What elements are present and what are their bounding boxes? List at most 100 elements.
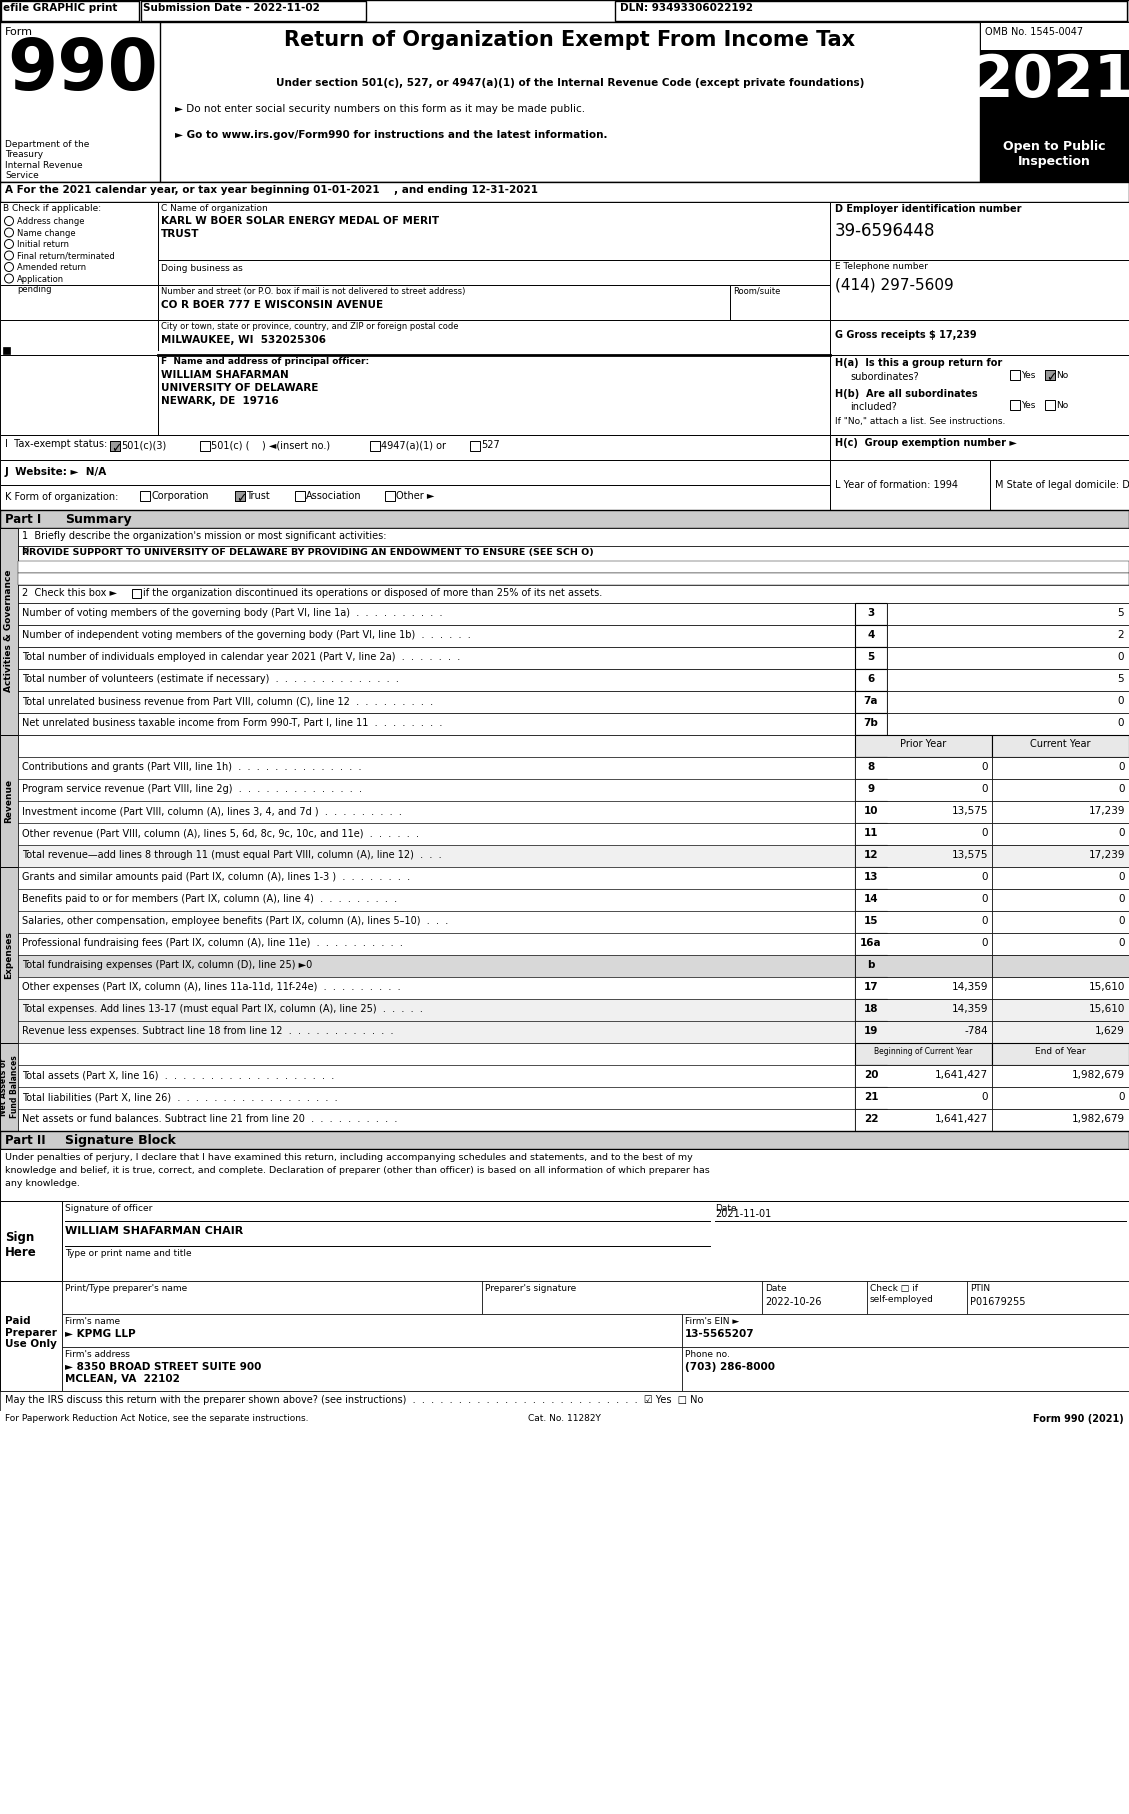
Bar [18,845,855,867]
Text: For Paperwork Reduction Act Notice, see the separate instructions.: For Paperwork Reduction Act Notice, see … [5,1413,308,1422]
Text: Address change: Address change [17,218,85,227]
Text: 0: 0 [981,1092,988,1101]
Bar [385,492,395,501]
Bar [830,201,1129,259]
Text: Total liabilities (Part X, line 26)  .  .  .  .  .  .  .  .  .  .  .  .  .  .  .: Total liabilities (Part X, line 26) . . … [21,1092,338,1101]
Bar [855,954,887,978]
Bar [855,669,887,691]
Text: PROVIDE SUPPORT TO UNIVERSITY OF DELAWARE BY PROVIDING AN ENDOWMENT TO ENSURE (S: PROVIDE SUPPORT TO UNIVERSITY OF DELAWAR… [21,548,594,557]
Bar [132,590,141,599]
Bar [158,201,830,259]
Text: Benefits paid to or for members (Part IX, column (A), line 4)  .  .  .  .  .  . : Benefits paid to or for members (Part IX… [21,894,397,903]
Text: 2022-10-26: 2022-10-26 [765,1297,822,1308]
Text: 0: 0 [1119,1092,1124,1101]
Text: subordinates?: subordinates? [850,372,919,383]
Bar [855,1108,992,1130]
Text: TRUST: TRUST [161,229,200,239]
Text: 10: 10 [864,805,878,816]
Text: 0: 0 [1119,916,1124,925]
Text: PTIN: PTIN [970,1284,990,1293]
Bar [992,802,1129,824]
Bar [855,954,992,978]
Text: 20: 20 [864,1070,878,1079]
Text: 0: 0 [1119,784,1124,795]
Bar [18,713,855,735]
Bar [0,1201,1129,1281]
Text: (703) 286-8000: (703) 286-8000 [685,1362,774,1371]
Bar [1045,370,1054,379]
Text: Sign
Here: Sign Here [5,1232,37,1259]
Text: 0: 0 [981,916,988,925]
Bar [18,1108,855,1130]
Text: 0: 0 [1119,873,1124,882]
Bar [18,954,855,978]
Text: Date: Date [765,1284,787,1293]
Text: 14,359: 14,359 [952,981,988,992]
Bar [855,1021,992,1043]
Text: 14: 14 [864,894,878,903]
Text: b: b [867,960,875,970]
Bar [18,1043,855,1065]
Text: 22: 22 [864,1114,878,1125]
Text: Activities & Governance: Activities & Governance [5,570,14,693]
Text: Date: Date [715,1204,736,1214]
Text: Form: Form [5,27,33,36]
Text: 0: 0 [981,827,988,838]
Text: ► Go to www.irs.gov/Form990 for instructions and the latest information.: ► Go to www.irs.gov/Form990 for instruct… [175,131,607,140]
Text: If "No," attach a list. See instructions.: If "No," attach a list. See instructions… [835,417,1006,426]
Bar [992,932,1129,954]
Text: Revenue less expenses. Subtract line 18 from line 12  .  .  .  .  .  .  .  .  . : Revenue less expenses. Subtract line 18 … [21,1027,394,1036]
Bar [830,259,1129,319]
Bar [855,824,887,845]
Text: KARL W BOER SOLAR ENERGY MEDAL OF MERIT: KARL W BOER SOLAR ENERGY MEDAL OF MERIT [161,216,439,227]
Text: 9: 9 [867,784,875,795]
Text: 15,610: 15,610 [1088,1003,1124,1014]
Text: K Form of organization:: K Form of organization: [5,492,119,502]
Bar [855,1065,887,1087]
Bar [0,435,830,461]
Text: MCLEAN, VA  22102: MCLEAN, VA 22102 [65,1373,180,1384]
Text: 14,359: 14,359 [952,1003,988,1014]
Text: Under section 501(c), 527, or 4947(a)(1) of the Internal Revenue Code (except pr: Under section 501(c), 527, or 4947(a)(1)… [275,78,864,89]
Bar [855,932,887,954]
Bar [482,1281,762,1313]
Text: Program service revenue (Part VIII, line 2g)  .  .  .  .  .  .  .  .  .  .  .  .: Program service revenue (Part VIII, line… [21,784,362,795]
Text: 13,575: 13,575 [952,805,988,816]
Bar [992,1065,1129,1087]
Bar [980,22,1129,181]
Text: 0: 0 [1118,718,1124,727]
Bar [1,2,139,22]
Text: 501(c)(3): 501(c)(3) [121,441,166,450]
Text: any knowledge.: any knowledge. [5,1179,80,1188]
Bar [682,1313,1129,1348]
Text: Professional fundraising fees (Part IX, column (A), line 11e)  .  .  .  .  .  . : Professional fundraising fees (Part IX, … [21,938,403,949]
Text: 39-6596448: 39-6596448 [835,221,936,239]
Text: Number and street (or P.O. box if mail is not delivered to street address): Number and street (or P.O. box if mail i… [161,287,465,296]
Bar [470,441,480,452]
Text: Net unrelated business taxable income from Form 990-T, Part I, line 11  .  .  . : Net unrelated business taxable income fr… [21,718,443,727]
Bar [1045,401,1054,410]
Text: Doing business as: Doing business as [161,265,243,272]
Text: WILLIAM SHAFARMAN: WILLIAM SHAFARMAN [161,370,289,379]
Text: ✓: ✓ [236,492,246,504]
Bar [855,978,887,1000]
Text: 2021-11-01: 2021-11-01 [715,1208,771,1219]
Bar [855,1000,992,1021]
Text: Expenses: Expenses [5,931,14,980]
Text: WILLIAM SHAFARMAN CHAIR: WILLIAM SHAFARMAN CHAIR [65,1226,243,1235]
Text: self-employed: self-employed [870,1295,934,1304]
Text: ► KPMG LLP: ► KPMG LLP [65,1330,135,1339]
Text: UNIVERSITY OF DELAWARE: UNIVERSITY OF DELAWARE [161,383,318,394]
Bar [18,1065,855,1087]
Bar [990,461,1129,510]
Text: NEWARK, DE  19716: NEWARK, DE 19716 [161,395,279,406]
Bar [158,350,830,356]
Bar [110,441,120,452]
Text: Form 990 (2021): Form 990 (2021) [1033,1413,1124,1424]
Text: 5: 5 [1118,608,1124,619]
Text: ✓: ✓ [1045,372,1057,385]
Bar [235,492,245,501]
Bar [855,735,992,756]
Bar [0,0,1129,22]
Text: 0: 0 [1119,938,1124,949]
